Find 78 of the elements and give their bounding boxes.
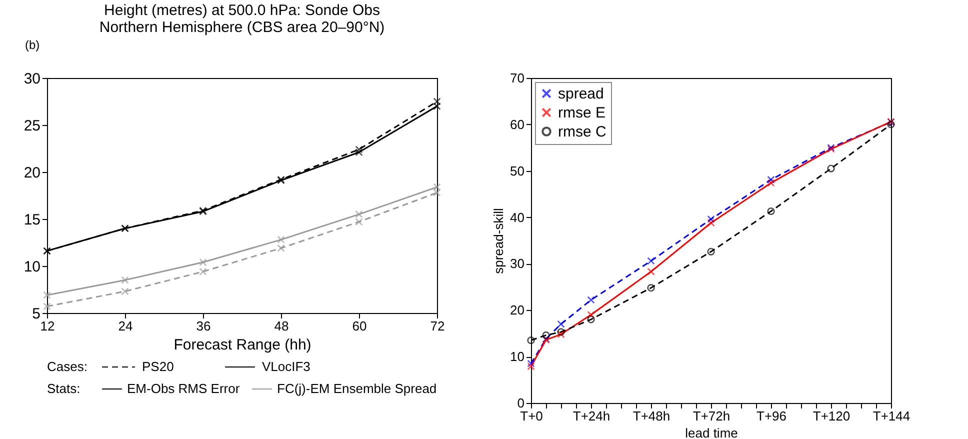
point bbox=[542, 331, 550, 340]
legend-label: spread bbox=[558, 86, 604, 102]
text: Stats: bbox=[47, 381, 80, 396]
point bbox=[827, 164, 835, 172]
x-tick-label: T+72h bbox=[692, 408, 730, 424]
y-tick-label: 25 bbox=[24, 118, 40, 134]
text: FC(j)-EM Ensemble Spread bbox=[277, 381, 437, 396]
x-tick-label: T+120 bbox=[812, 408, 850, 424]
y-tick-label: 5 bbox=[32, 306, 40, 322]
y-tick-label: 40 bbox=[510, 210, 524, 225]
y-tick-label: 30 bbox=[24, 70, 40, 88]
chart-title: Height (metres) at 500.0 hPa: Sonde Obs Northern Hemisphere (CBS area 20–90°N) bbox=[99, 2, 385, 36]
x-tick-label: T+24h bbox=[572, 408, 610, 424]
point bbox=[433, 188, 441, 196]
point bbox=[121, 276, 129, 284]
point bbox=[277, 236, 285, 244]
x-axis-title: Forecast Range (hh) bbox=[174, 336, 312, 354]
point bbox=[887, 120, 895, 128]
point bbox=[199, 268, 207, 276]
x-tick-label: 48 bbox=[274, 318, 289, 334]
y-tick-label: 60 bbox=[510, 116, 524, 132]
text: Cases: bbox=[47, 359, 88, 374]
y-axis-title: spread-skill bbox=[491, 208, 506, 274]
point bbox=[647, 257, 655, 265]
point bbox=[647, 268, 655, 276]
point bbox=[355, 218, 363, 226]
x-tick-label: 24 bbox=[118, 318, 133, 334]
y-tick-label: 20 bbox=[510, 302, 524, 318]
x-tick-label: 36 bbox=[196, 318, 211, 334]
point bbox=[527, 362, 535, 370]
point bbox=[707, 215, 715, 223]
point bbox=[707, 219, 715, 227]
y-tick-label: 20 bbox=[24, 164, 40, 182]
legend-label: rmse C bbox=[558, 124, 606, 140]
point bbox=[433, 98, 441, 106]
y-tick-label: 0 bbox=[517, 396, 524, 410]
point bbox=[199, 258, 207, 266]
point bbox=[587, 316, 595, 324]
point bbox=[767, 207, 775, 216]
x-axis-title: lead time bbox=[685, 426, 738, 439]
point bbox=[433, 183, 441, 191]
text: (b) bbox=[25, 38, 40, 52]
y-tick-label: 30 bbox=[510, 256, 524, 272]
point bbox=[277, 244, 285, 252]
point bbox=[355, 148, 363, 156]
point bbox=[121, 288, 129, 296]
point bbox=[587, 296, 595, 304]
point bbox=[557, 320, 565, 328]
point bbox=[647, 284, 655, 292]
x-tick-label: 72 bbox=[430, 318, 445, 334]
point bbox=[527, 360, 535, 368]
point bbox=[557, 330, 565, 338]
x-tick-label: T+0 bbox=[520, 408, 543, 424]
point bbox=[433, 102, 441, 110]
x-tick-label: T+144 bbox=[872, 408, 910, 424]
y-tick-label: 50 bbox=[510, 163, 524, 178]
point bbox=[587, 310, 595, 319]
point bbox=[557, 328, 565, 336]
x-tick-label: T+48h bbox=[632, 408, 670, 424]
point bbox=[43, 302, 51, 310]
y-tick-label: 10 bbox=[510, 349, 524, 364]
point bbox=[707, 248, 715, 256]
x-tick-label: 12 bbox=[40, 318, 55, 334]
y-tick-label: 15 bbox=[24, 212, 40, 228]
x-tick-label: T+96 bbox=[756, 408, 786, 424]
y-tick-label: 70 bbox=[510, 70, 524, 86]
point bbox=[43, 291, 51, 299]
point bbox=[355, 146, 363, 154]
text: EM-Obs RMS Error bbox=[127, 381, 240, 396]
text: VLocIF3 bbox=[262, 359, 310, 374]
text: PS20 bbox=[142, 359, 174, 374]
point bbox=[355, 210, 363, 218]
point bbox=[527, 336, 535, 344]
legend-label: rmse E bbox=[558, 104, 606, 122]
point bbox=[767, 176, 775, 184]
point bbox=[767, 179, 775, 187]
x-tick-label: 60 bbox=[352, 318, 367, 334]
y-tick-label: 10 bbox=[24, 258, 40, 276]
